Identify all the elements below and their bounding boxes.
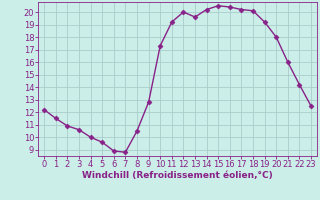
X-axis label: Windchill (Refroidissement éolien,°C): Windchill (Refroidissement éolien,°C) bbox=[82, 171, 273, 180]
